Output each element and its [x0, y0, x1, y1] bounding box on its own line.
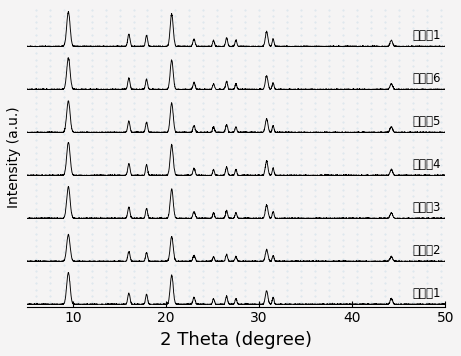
Text: 实施例3: 实施例3 [412, 201, 441, 214]
Text: 实施例1: 实施例1 [412, 287, 441, 299]
Text: 对比例1: 对比例1 [412, 29, 441, 42]
Text: 实施例4: 实施例4 [412, 158, 441, 171]
Text: 实施例2: 实施例2 [412, 244, 441, 257]
Text: 实施例5: 实施例5 [412, 115, 441, 128]
Text: 实施例6: 实施例6 [412, 72, 441, 85]
X-axis label: 2 Theta (degree): 2 Theta (degree) [160, 331, 312, 349]
Y-axis label: Intensity (a.u.): Intensity (a.u.) [7, 106, 21, 208]
